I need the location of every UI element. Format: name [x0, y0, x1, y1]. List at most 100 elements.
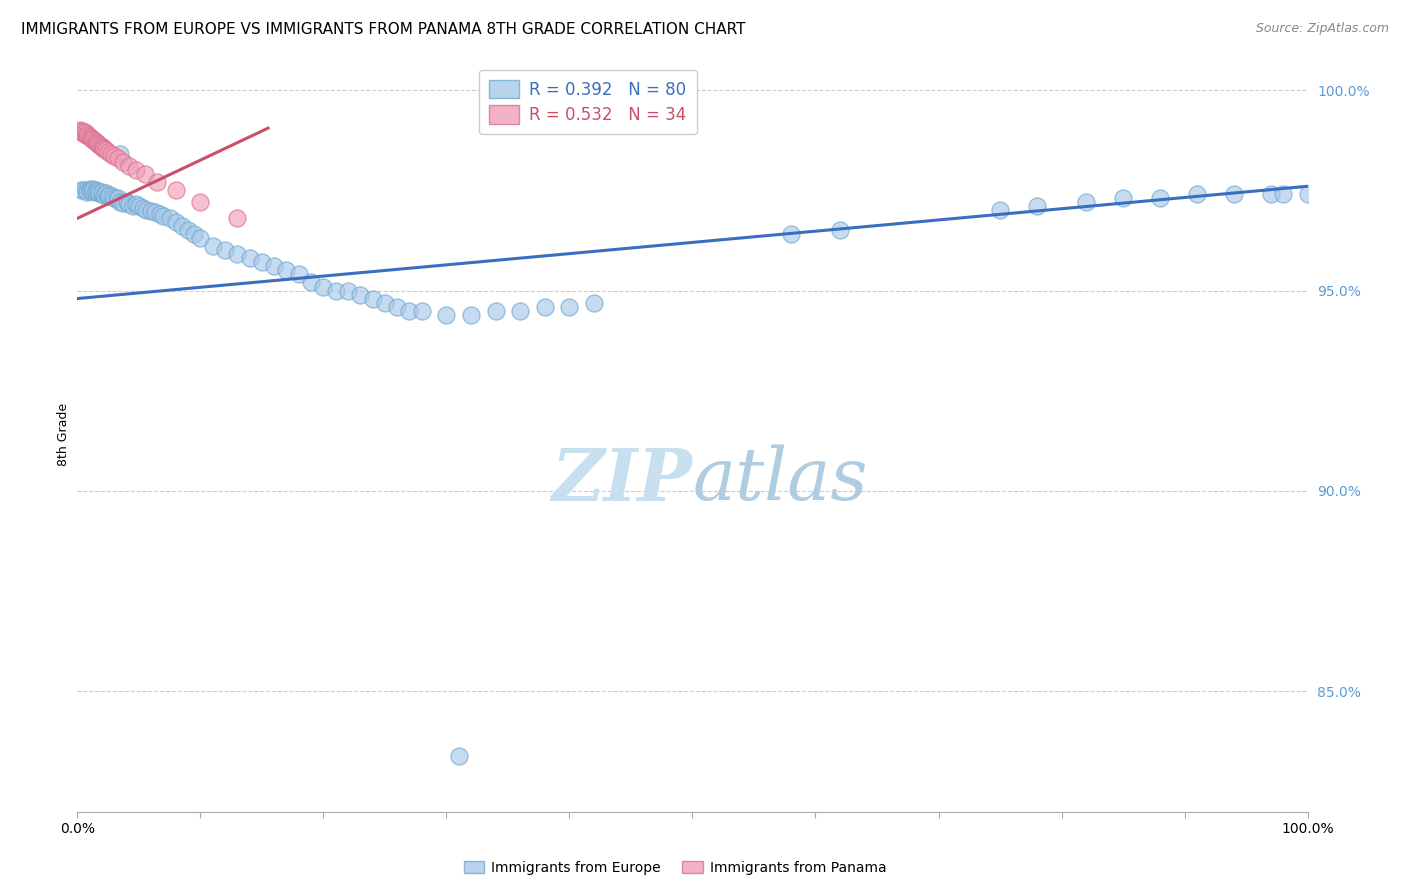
Point: [105, 192, 128, 206]
Point: [250, 255, 273, 269]
Point: [94, 186, 117, 201]
Point: [118, 197, 141, 211]
Point: [1185, 187, 1208, 202]
Point: [125, 163, 148, 178]
Point: [97, 189, 120, 203]
Point: [165, 215, 187, 229]
Point: [214, 244, 236, 258]
Point: [107, 191, 129, 205]
Point: [1112, 191, 1135, 205]
Point: [107, 151, 129, 165]
Point: [141, 204, 163, 219]
Point: [97, 145, 120, 160]
Point: [82, 184, 104, 198]
Point: [72, 127, 94, 141]
Point: [1076, 195, 1098, 210]
Point: [226, 211, 249, 226]
Point: [111, 155, 134, 169]
Point: [135, 203, 157, 218]
Point: [201, 239, 224, 253]
Point: [82, 182, 104, 196]
Point: [460, 308, 482, 322]
Point: [1223, 187, 1246, 202]
Point: [100, 147, 122, 161]
Point: [447, 748, 470, 763]
Point: [190, 231, 212, 245]
Point: [89, 186, 111, 201]
Point: [387, 300, 409, 314]
Point: [79, 130, 101, 145]
Point: [1272, 187, 1295, 202]
Point: [118, 159, 141, 173]
Point: [98, 188, 121, 202]
Point: [79, 184, 101, 198]
Point: [288, 268, 311, 282]
Point: [485, 303, 508, 318]
Text: atlas: atlas: [693, 445, 868, 516]
Point: [94, 143, 117, 157]
Point: [780, 227, 803, 242]
Point: [152, 210, 174, 224]
Point: [226, 247, 249, 261]
Point: [830, 223, 852, 237]
Text: ZIP: ZIP: [551, 444, 693, 516]
Point: [534, 300, 557, 314]
Point: [125, 197, 148, 211]
Point: [128, 199, 150, 213]
Point: [121, 199, 143, 213]
Point: [70, 183, 93, 197]
Point: [374, 295, 396, 310]
Point: [398, 303, 420, 318]
Point: [263, 260, 285, 274]
Point: [337, 284, 360, 298]
Point: [115, 195, 138, 210]
Point: [91, 141, 114, 155]
Text: IMMIGRANTS FROM EUROPE VS IMMIGRANTS FROM PANAMA 8TH GRADE CORRELATION CHART: IMMIGRANTS FROM EUROPE VS IMMIGRANTS FRO…: [21, 22, 745, 37]
Point: [177, 223, 200, 237]
Point: [90, 186, 114, 200]
Point: [82, 133, 104, 147]
Point: [111, 196, 134, 211]
Point: [159, 211, 181, 226]
Point: [170, 219, 193, 234]
Point: [89, 138, 111, 153]
Point: [183, 227, 205, 242]
Point: [312, 279, 335, 293]
Point: [1296, 187, 1319, 202]
Point: [149, 207, 172, 221]
Point: [110, 195, 132, 210]
Point: [1026, 199, 1049, 213]
Point: [411, 303, 433, 318]
Point: [1260, 187, 1282, 202]
Point: [349, 287, 371, 301]
Point: [73, 125, 96, 139]
Point: [988, 203, 1011, 218]
Y-axis label: 8th Grade: 8th Grade: [58, 403, 70, 467]
Point: [75, 183, 97, 197]
Point: [583, 295, 606, 310]
Point: [90, 139, 112, 153]
Point: [87, 184, 110, 198]
Point: [82, 132, 104, 146]
Point: [509, 303, 531, 318]
Point: [87, 137, 110, 152]
Point: [93, 188, 115, 202]
Point: [72, 183, 94, 197]
Point: [103, 191, 125, 205]
Point: [299, 276, 322, 290]
Point: [90, 140, 114, 154]
Point: [76, 186, 98, 200]
Point: [1149, 191, 1171, 205]
Point: [70, 125, 93, 139]
Point: [77, 129, 100, 144]
Point: [83, 134, 105, 148]
Point: [436, 308, 458, 322]
Point: [146, 175, 169, 189]
Point: [110, 147, 132, 161]
Point: [143, 205, 166, 219]
Point: [103, 149, 125, 163]
Point: [325, 284, 347, 298]
Point: [101, 189, 124, 203]
Point: [79, 182, 101, 196]
Point: [558, 300, 581, 314]
